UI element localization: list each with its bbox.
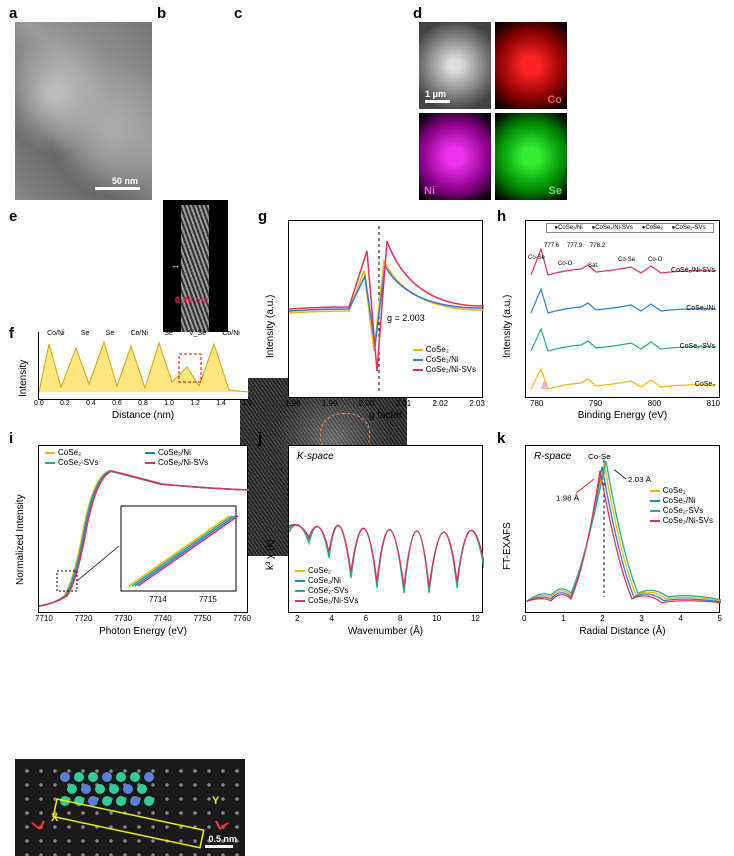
i-xlabel: Photon Energy (eV) xyxy=(38,626,248,637)
j-ylabel: k³ χ (k) xyxy=(265,490,276,570)
j-title: K-space xyxy=(297,451,334,462)
panel-label-j: j xyxy=(258,430,262,447)
panel-d-scalebar: 1 μm xyxy=(425,89,446,99)
svg-text:7715: 7715 xyxy=(199,595,217,604)
panel-label-a: a xyxy=(9,5,17,22)
h-ylabel: Intensity (a.u.) xyxy=(502,258,513,358)
i-ylabel: Normalized Intensity xyxy=(15,475,26,585)
g-ylabel: Intensity (a.u.) xyxy=(265,258,276,358)
panel-k-chart: Co-Se 2.03 Å 1.98 Å R-space CoSe₂ CoSe₂/… xyxy=(525,445,720,613)
panel-label-e: e xyxy=(9,208,17,225)
svg-text:7714: 7714 xyxy=(149,595,167,604)
panel-a-scalebar: 50 nm xyxy=(112,176,138,186)
panel-label-c: c xyxy=(234,5,242,22)
panel-e-scalebar: 0.5 nm xyxy=(208,834,237,844)
panel-g-chart: g = 2.003 CoSe₂ CoSe₂/Ni CoSe₂/Ni-SVs xyxy=(288,220,483,398)
j-xlabel: Wavenumber (Å) xyxy=(288,626,483,637)
panel-i-chart: 7714 7715 CoSe₂ CoSe₂/Ni CoSe₂-SVs CoSe₂… xyxy=(38,445,248,613)
element-ni: Ni xyxy=(424,185,435,197)
panel-label-i: i xyxy=(9,430,13,447)
panel-label-f: f xyxy=(9,325,14,342)
svg-text:g = 2.003: g = 2.003 xyxy=(387,313,425,323)
k-xlabel: Radial Distance (Å) xyxy=(525,626,720,637)
f-ylabel: Intensity xyxy=(18,342,29,397)
panel-b-measurement: 0.94 nm xyxy=(175,295,209,305)
panel-label-d: d xyxy=(413,5,422,22)
svg-text:Co-Se: Co-Se xyxy=(588,452,611,461)
g-xlabel: g factor xyxy=(288,410,483,421)
panel-a-image: 50 nm xyxy=(15,22,152,200)
svg-text:2.03 Å: 2.03 Å xyxy=(628,475,652,484)
element-co: Co xyxy=(547,94,562,106)
panel-label-h: h xyxy=(497,208,506,225)
panel-d-grid: 1 μm Co Ni Se xyxy=(419,22,567,200)
element-se: Se xyxy=(549,185,562,197)
panel-label-k: k xyxy=(497,430,505,447)
panel-j-chart: K-space CoSe₂ CoSe₂/Ni CoSe₂-SVs CoSe₂/N… xyxy=(288,445,483,613)
panel-h-chart: ●CoSe₂/Ni ●CoSe₂/Ni-SVs ●CoSe₂ ●CoSe₂-SV… xyxy=(525,220,720,398)
h-xlabel: Binding Energy (eV) xyxy=(525,410,720,421)
panel-label-g: g xyxy=(258,208,267,225)
k-ylabel: FT-EXAFS xyxy=(502,490,513,570)
svg-text:1.98 Å: 1.98 Å xyxy=(556,494,580,503)
panel-label-b: b xyxy=(157,5,166,22)
panel-e-image: X Y 0.5 nm xyxy=(15,759,245,856)
svg-text:Y: Y xyxy=(212,795,220,807)
f-xlabel: Distance (nm) xyxy=(38,410,248,421)
panel-f-chart: Co/NiSeSeCo/NiSeV_SeCo/Ni xyxy=(38,332,248,400)
svg-text:X: X xyxy=(51,812,59,824)
k-title: R-space xyxy=(534,451,571,462)
